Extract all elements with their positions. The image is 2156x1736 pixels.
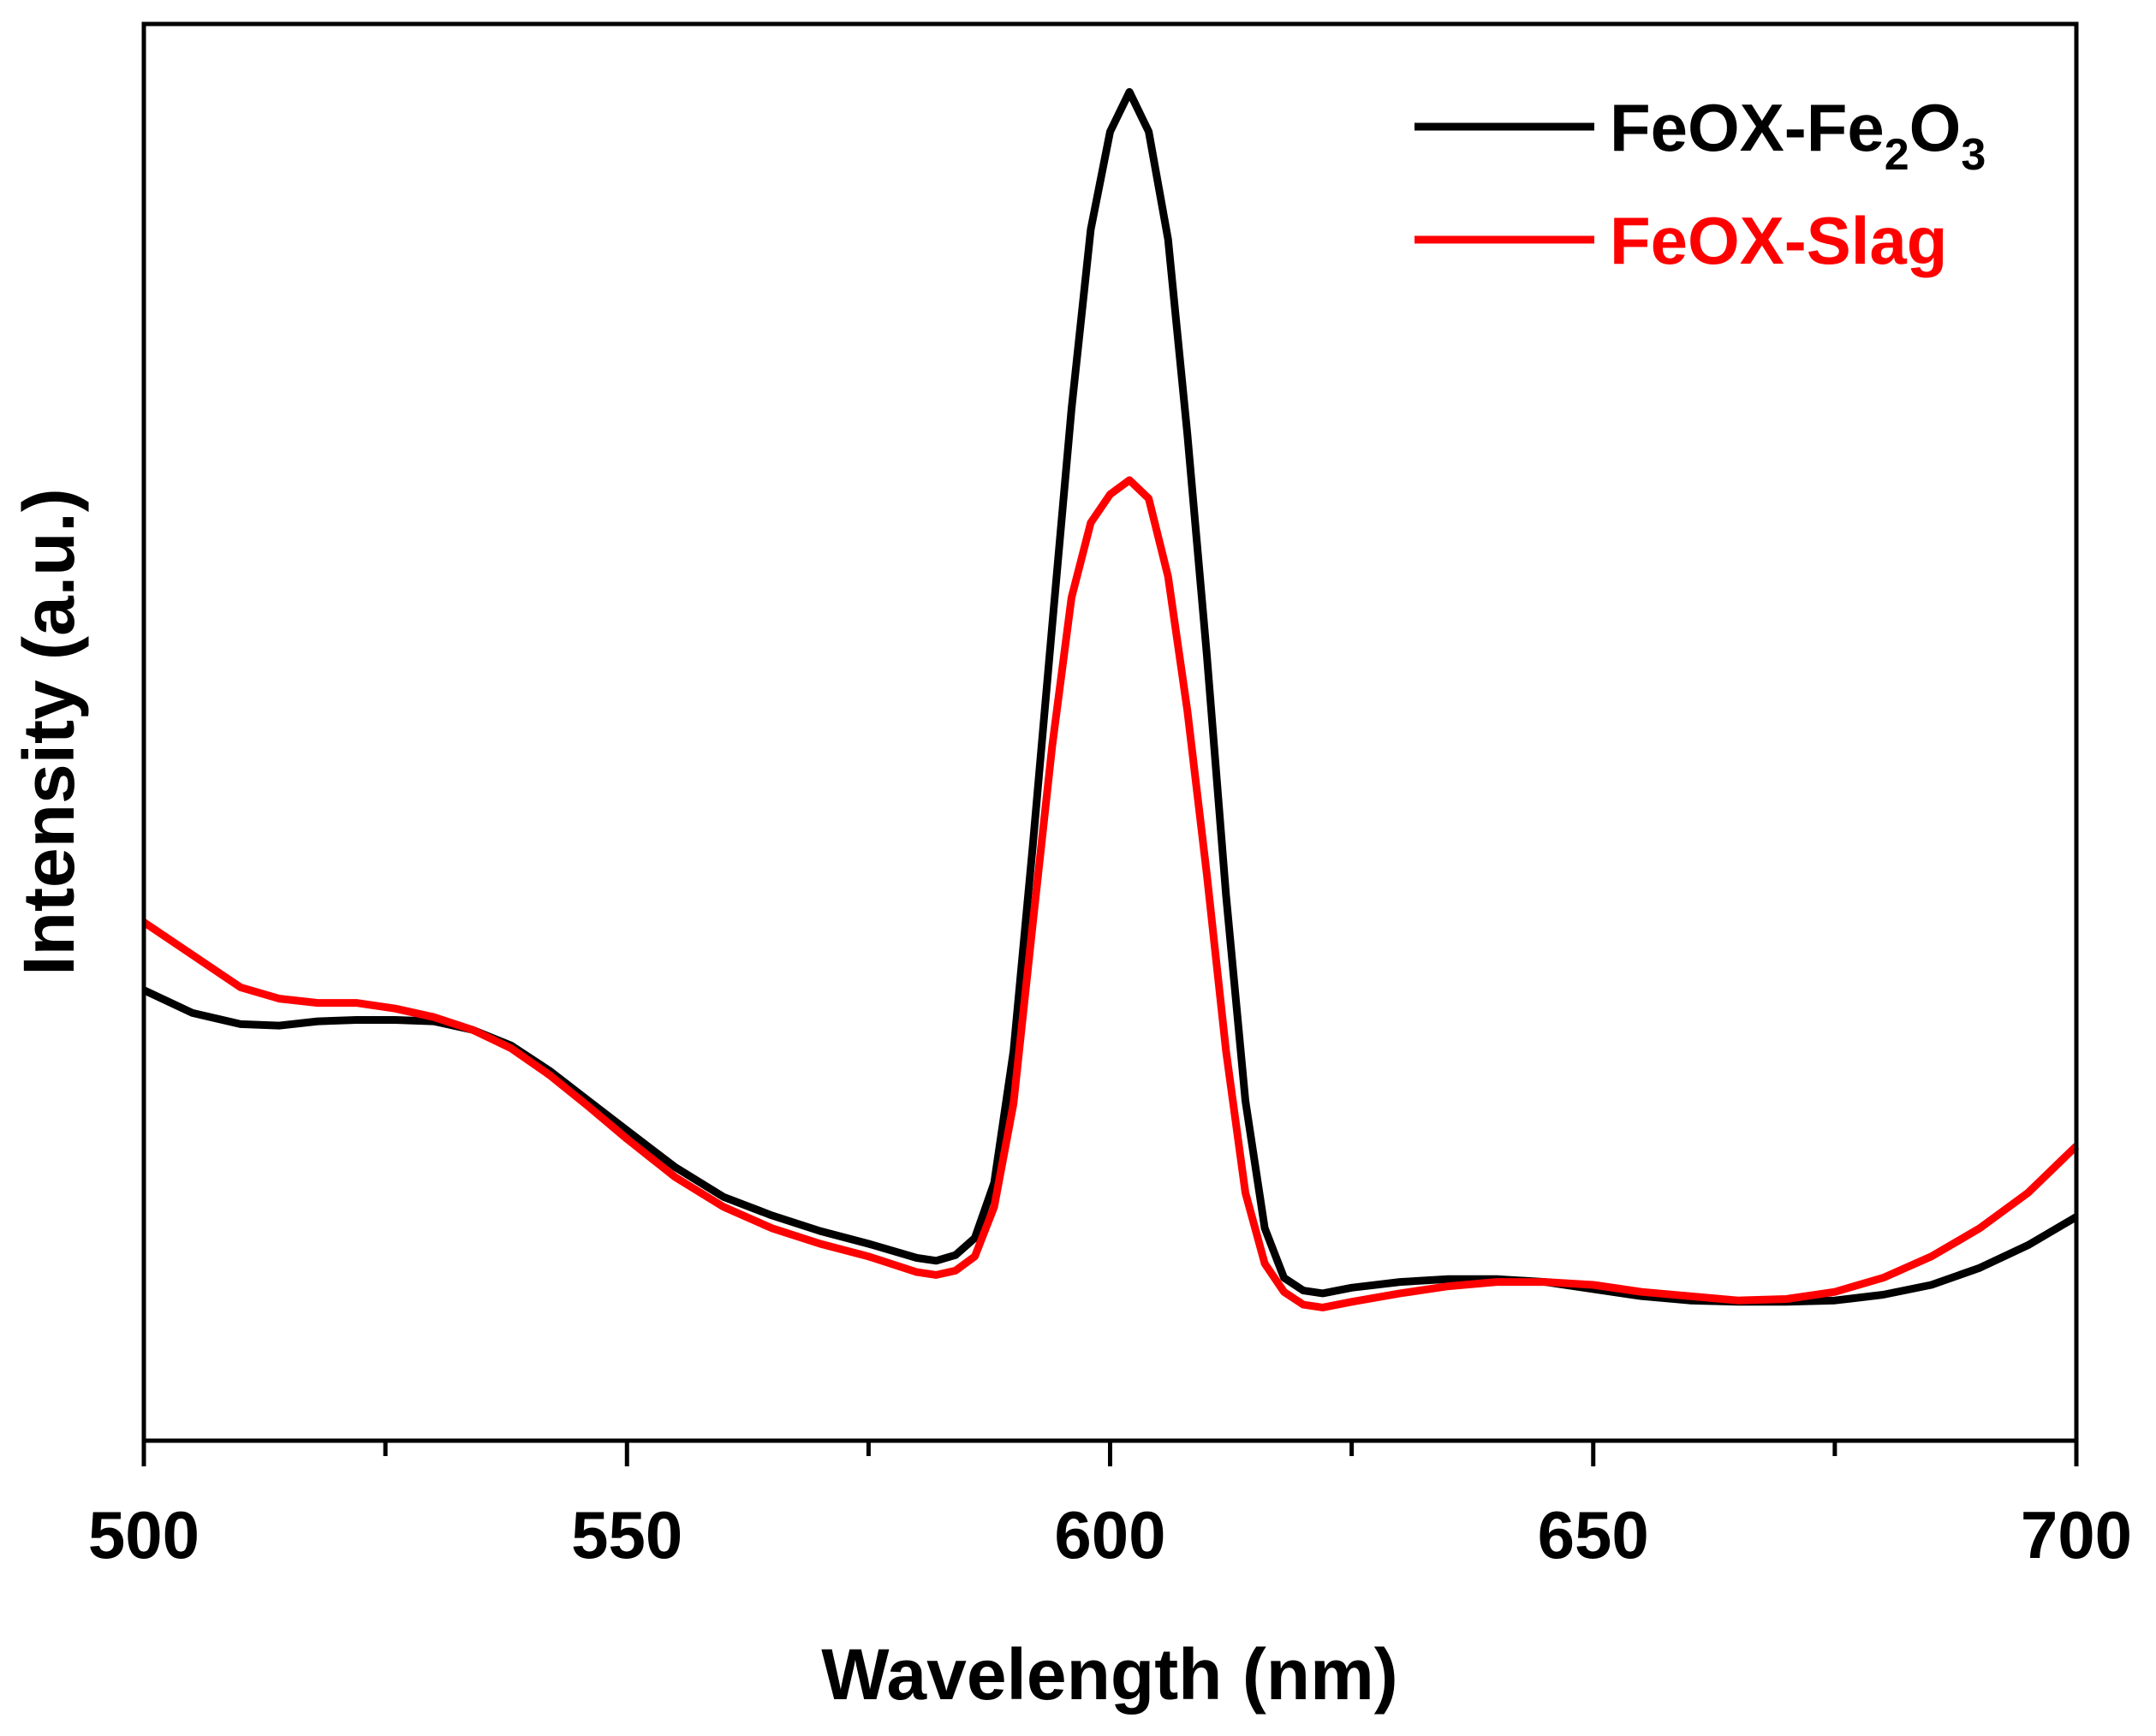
x-tick-label: 550 (571, 1497, 682, 1573)
legend-label-2: FeOX-Slag (1610, 203, 1947, 278)
legend: FeOX-Fe2O3 FeOX-Slag (1415, 90, 1986, 278)
x-tick-label: 500 (88, 1497, 200, 1573)
series-layer (141, 87, 2080, 1311)
x-tick-label: 600 (1054, 1497, 1165, 1573)
x-axis-tick-labels: 500 550 600 650 700 (88, 1497, 2132, 1573)
legend-label-1: FeOX-Fe2O3 (1610, 90, 1986, 180)
x-axis-ticks (141, 1441, 2079, 1466)
y-axis-title: Intensity (a.u.) (9, 488, 89, 975)
x-tick-label: 650 (1538, 1497, 1649, 1573)
x-axis-title: Wavelength (nm) (821, 1634, 1398, 1715)
x-tick-label: 700 (2021, 1497, 2132, 1573)
series-line-2 (141, 476, 2080, 1311)
